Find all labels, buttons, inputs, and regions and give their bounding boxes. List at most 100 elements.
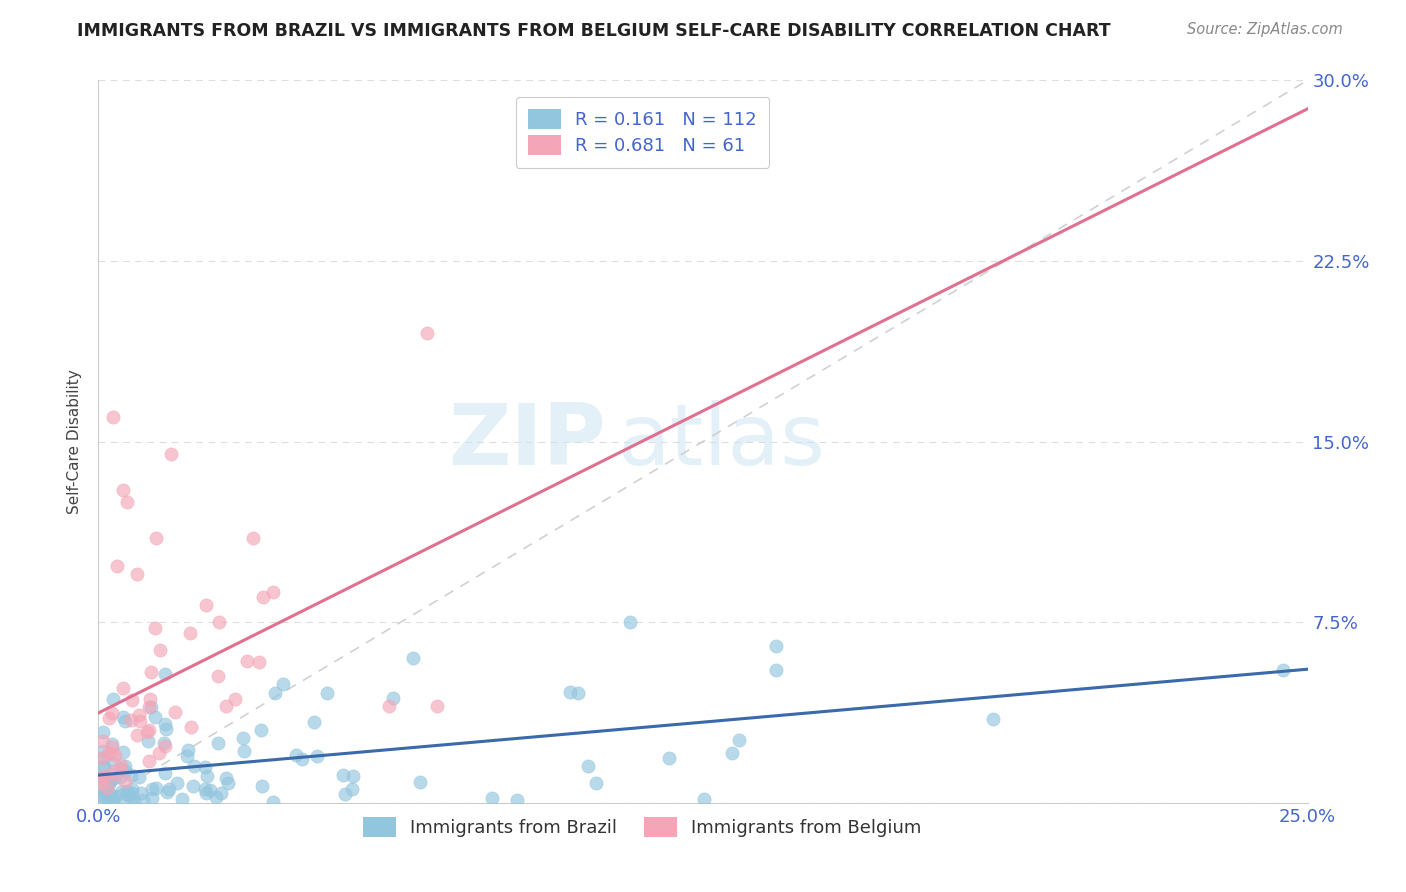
- Point: [128, 707, 150, 722]
- Point: [262, 795, 284, 809]
- Point: [177, 742, 200, 756]
- Point: [117, 789, 139, 803]
- Point: [110, 763, 132, 777]
- Point: [160, 446, 183, 460]
- Legend: Immigrants from Brazil, Immigrants from Belgium: Immigrants from Brazil, Immigrants from …: [353, 806, 932, 848]
- Point: [139, 665, 162, 679]
- Point: [111, 681, 134, 695]
- Point: [619, 615, 641, 630]
- Point: [236, 655, 259, 669]
- Y-axis label: Self-Care Disability: Self-Care Disability: [67, 369, 83, 514]
- Point: [91, 724, 114, 739]
- Point: [139, 692, 162, 706]
- Point: [91, 783, 114, 797]
- Point: [112, 710, 135, 724]
- Text: ZIP: ZIP: [449, 400, 606, 483]
- Point: [91, 759, 114, 773]
- Point: [90, 751, 112, 765]
- Point: [129, 714, 152, 728]
- Point: [305, 748, 328, 763]
- Point: [103, 768, 125, 782]
- Point: [108, 770, 131, 784]
- Point: [194, 786, 217, 800]
- Point: [981, 712, 1004, 726]
- Point: [558, 684, 581, 698]
- Point: [215, 699, 238, 714]
- Point: [157, 781, 180, 796]
- Point: [143, 621, 166, 635]
- Point: [408, 775, 430, 789]
- Text: Source: ZipAtlas.com: Source: ZipAtlas.com: [1187, 22, 1343, 37]
- Point: [342, 769, 364, 783]
- Point: [101, 795, 124, 809]
- Point: [120, 713, 142, 727]
- Point: [91, 744, 114, 758]
- Point: [152, 736, 174, 750]
- Point: [141, 791, 163, 805]
- Point: [90, 772, 112, 786]
- Point: [207, 669, 229, 683]
- Point: [114, 773, 136, 788]
- Point: [217, 775, 239, 789]
- Point: [315, 686, 337, 700]
- Point: [112, 745, 135, 759]
- Point: [141, 782, 163, 797]
- Point: [138, 700, 160, 714]
- Point: [100, 746, 122, 760]
- Point: [94, 785, 117, 799]
- Point: [721, 747, 744, 761]
- Point: [94, 781, 117, 796]
- Point: [166, 776, 188, 790]
- Point: [121, 781, 143, 796]
- Point: [97, 711, 120, 725]
- Point: [148, 746, 170, 760]
- Point: [205, 790, 228, 805]
- Point: [163, 705, 186, 719]
- Point: [1272, 664, 1295, 678]
- Point: [110, 757, 132, 772]
- Point: [139, 699, 162, 714]
- Point: [138, 754, 160, 768]
- Point: [136, 734, 159, 748]
- Point: [97, 775, 120, 789]
- Point: [103, 692, 125, 706]
- Point: [93, 772, 115, 786]
- Text: atlas: atlas: [619, 400, 827, 483]
- Point: [153, 766, 176, 780]
- Point: [181, 779, 204, 793]
- Point: [207, 736, 229, 750]
- Point: [426, 699, 449, 714]
- Point: [93, 768, 115, 782]
- Point: [104, 747, 127, 762]
- Point: [194, 759, 217, 773]
- Point: [481, 791, 503, 805]
- Point: [104, 795, 127, 809]
- Point: [302, 715, 325, 730]
- Point: [103, 771, 125, 785]
- Point: [273, 677, 295, 691]
- Point: [103, 789, 125, 804]
- Point: [291, 752, 314, 766]
- Point: [340, 781, 363, 796]
- Point: [224, 692, 246, 706]
- Point: [125, 728, 148, 742]
- Point: [143, 709, 166, 723]
- Point: [156, 785, 179, 799]
- Point: [262, 585, 284, 599]
- Point: [576, 759, 599, 773]
- Point: [198, 783, 221, 797]
- Point: [765, 664, 787, 678]
- Text: IMMIGRANTS FROM BRAZIL VS IMMIGRANTS FROM BELGIUM SELF-CARE DISABILITY CORRELATI: IMMIGRANTS FROM BRAZIL VS IMMIGRANTS FRO…: [77, 22, 1111, 40]
- Point: [111, 784, 134, 798]
- Point: [101, 706, 124, 720]
- Point: [195, 769, 218, 783]
- Point: [402, 651, 425, 665]
- Point: [121, 693, 143, 707]
- Point: [127, 567, 149, 582]
- Point: [91, 750, 114, 764]
- Point: [149, 643, 172, 657]
- Point: [250, 780, 273, 794]
- Point: [103, 764, 125, 778]
- Point: [153, 739, 176, 753]
- Point: [100, 739, 122, 754]
